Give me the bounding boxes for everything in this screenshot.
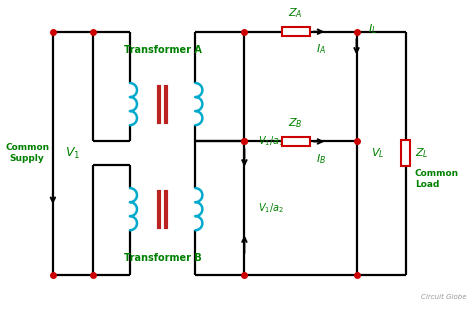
Bar [282, 27, 310, 36]
Text: $Z_B$: $Z_B$ [289, 116, 303, 130]
Text: Common
Supply: Common Supply [5, 144, 49, 163]
Text: $Z_L$: $Z_L$ [415, 146, 428, 160]
Text: $V_1/a_2$: $V_1/a_2$ [258, 201, 284, 215]
Text: $I_A$: $I_A$ [317, 42, 327, 56]
Text: Common
Load: Common Load [415, 169, 459, 188]
Text: $I_B$: $I_B$ [317, 152, 327, 166]
Text: Transformer A: Transformer A [124, 45, 201, 55]
Bar [401, 140, 410, 166]
Text: Circuit Globe: Circuit Globe [421, 294, 466, 300]
Text: $V_L$: $V_L$ [371, 146, 384, 160]
Text: $I_L$: $I_L$ [368, 22, 377, 36]
Text: $V_1/a_1$: $V_1/a_1$ [258, 135, 284, 148]
Text: Transformer B: Transformer B [124, 253, 201, 263]
Text: $V_1$: $V_1$ [65, 146, 81, 161]
Bar [282, 137, 310, 146]
Text: $Z_A$: $Z_A$ [289, 6, 303, 20]
